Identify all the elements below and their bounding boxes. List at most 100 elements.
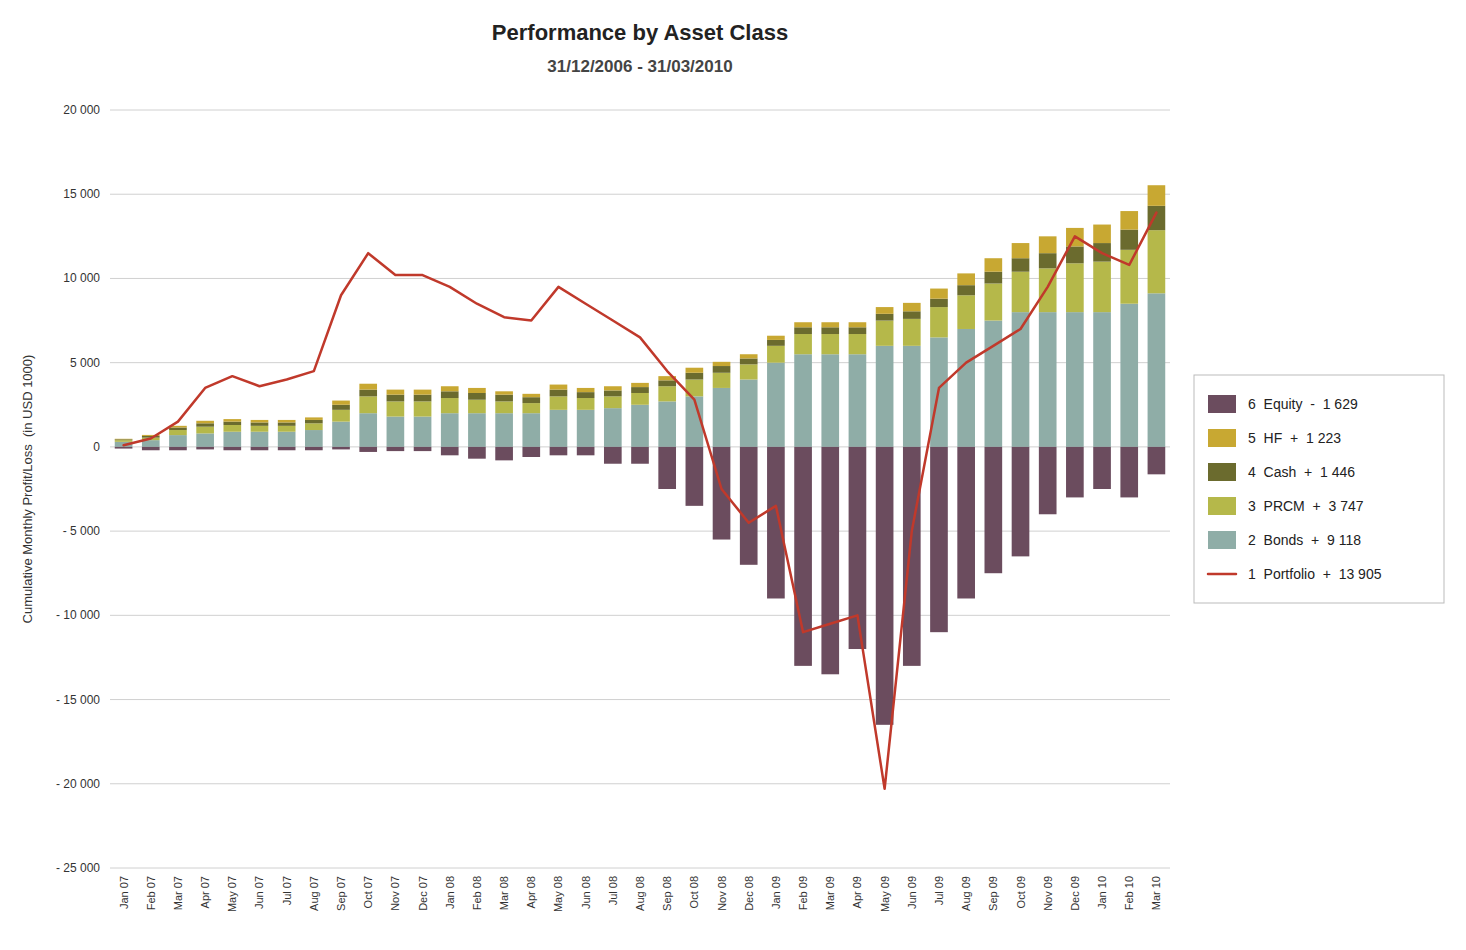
bar xyxy=(577,447,595,455)
bar xyxy=(713,366,731,373)
x-tick-label: Jan 07 xyxy=(118,876,130,909)
bar xyxy=(713,362,731,366)
x-tick-label: Oct 07 xyxy=(362,876,374,908)
y-tick-label: 5 000 xyxy=(70,356,100,370)
x-tick-label: Dec 07 xyxy=(417,876,429,911)
bar xyxy=(359,413,377,447)
bar xyxy=(414,401,432,416)
grid-line xyxy=(110,531,1170,532)
bar xyxy=(495,447,513,460)
x-tick-label: Aug 08 xyxy=(634,876,646,911)
subtitle: 31/12/2006 - 31/03/2010 xyxy=(547,57,732,76)
y-tick-label: 10 000 xyxy=(63,271,100,285)
bar xyxy=(713,388,731,447)
bar xyxy=(359,384,377,390)
bar xyxy=(821,334,839,354)
y-axis: - 25 000- 20 000- 15 000- 10 000- 5 0000… xyxy=(56,103,100,875)
bar xyxy=(876,321,894,346)
bar xyxy=(305,420,323,423)
bar xyxy=(1093,312,1111,447)
bar xyxy=(767,447,785,599)
bar xyxy=(414,390,432,395)
bar xyxy=(169,430,187,435)
bar xyxy=(849,327,867,334)
y-tick-label: 20 000 xyxy=(63,103,100,117)
bar xyxy=(414,417,432,447)
bar xyxy=(278,447,296,450)
x-tick-label: Feb 10 xyxy=(1123,876,1135,910)
bar xyxy=(577,388,595,392)
bar xyxy=(1039,253,1057,268)
grid-line xyxy=(110,194,1170,195)
bar xyxy=(251,447,269,450)
bar xyxy=(740,447,758,565)
bar xyxy=(658,380,676,386)
bar xyxy=(387,395,405,402)
bar xyxy=(251,422,269,425)
bar xyxy=(686,368,704,373)
bar-series xyxy=(115,447,1165,725)
bar xyxy=(1148,230,1166,293)
legend-label: 6 Equity - 1 629 xyxy=(1248,396,1358,412)
bar xyxy=(658,401,676,446)
bar xyxy=(359,447,377,452)
bar xyxy=(767,340,785,346)
bar xyxy=(1120,304,1138,447)
legend-label: 4 Cash + 1 446 xyxy=(1248,464,1355,480)
bar xyxy=(821,354,839,447)
x-tick-label: Feb 09 xyxy=(797,876,809,910)
bar xyxy=(115,439,133,441)
x-tick-label: Jan 10 xyxy=(1096,876,1108,909)
legend-swatch xyxy=(1208,497,1236,515)
bar xyxy=(1066,447,1084,498)
bar xyxy=(1120,250,1138,304)
bar xyxy=(1093,447,1111,489)
x-tick-label: Jun 08 xyxy=(580,876,592,909)
bar xyxy=(903,447,921,666)
bar xyxy=(740,380,758,447)
bar xyxy=(604,396,622,408)
x-tick-label: Sep 08 xyxy=(661,876,673,911)
x-tick-label: Dec 09 xyxy=(1069,876,1081,911)
bar xyxy=(278,420,296,423)
x-tick-label: Oct 08 xyxy=(688,876,700,908)
bar xyxy=(251,426,269,432)
bar xyxy=(849,322,867,327)
x-tick-label: Feb 08 xyxy=(471,876,483,910)
bar xyxy=(821,327,839,334)
bar xyxy=(794,322,812,327)
x-tick-label: Apr 09 xyxy=(851,876,863,908)
bar xyxy=(550,390,568,397)
bar xyxy=(142,447,160,450)
bar xyxy=(196,427,214,434)
bar xyxy=(441,413,459,447)
bar xyxy=(115,438,133,440)
bar xyxy=(876,307,894,314)
title: Performance by Asset Class xyxy=(492,20,788,45)
plot-area xyxy=(115,185,1165,789)
bar xyxy=(278,426,296,432)
bar xyxy=(550,385,568,390)
x-tick-label: Mar 09 xyxy=(824,876,836,910)
bar xyxy=(930,289,948,299)
grid-line xyxy=(110,110,1170,111)
bar xyxy=(686,373,704,380)
x-tick-label: Mar 08 xyxy=(498,876,510,910)
bar xyxy=(1012,447,1030,556)
bar xyxy=(414,447,432,451)
bar xyxy=(468,400,486,413)
x-tick-label: Aug 07 xyxy=(308,876,320,911)
bar xyxy=(1120,447,1138,498)
bar xyxy=(1120,211,1138,230)
bar xyxy=(387,447,405,451)
bar-series xyxy=(115,293,1165,447)
x-tick-label: Nov 09 xyxy=(1042,876,1054,911)
bar xyxy=(1120,230,1138,250)
bar xyxy=(305,447,323,450)
legend-label: 1 Portfolio + 13 905 xyxy=(1248,566,1382,582)
bar xyxy=(305,417,323,420)
bar xyxy=(332,405,350,410)
bar xyxy=(957,447,975,599)
bar xyxy=(985,321,1003,447)
x-tick-label: Jul 09 xyxy=(933,876,945,905)
